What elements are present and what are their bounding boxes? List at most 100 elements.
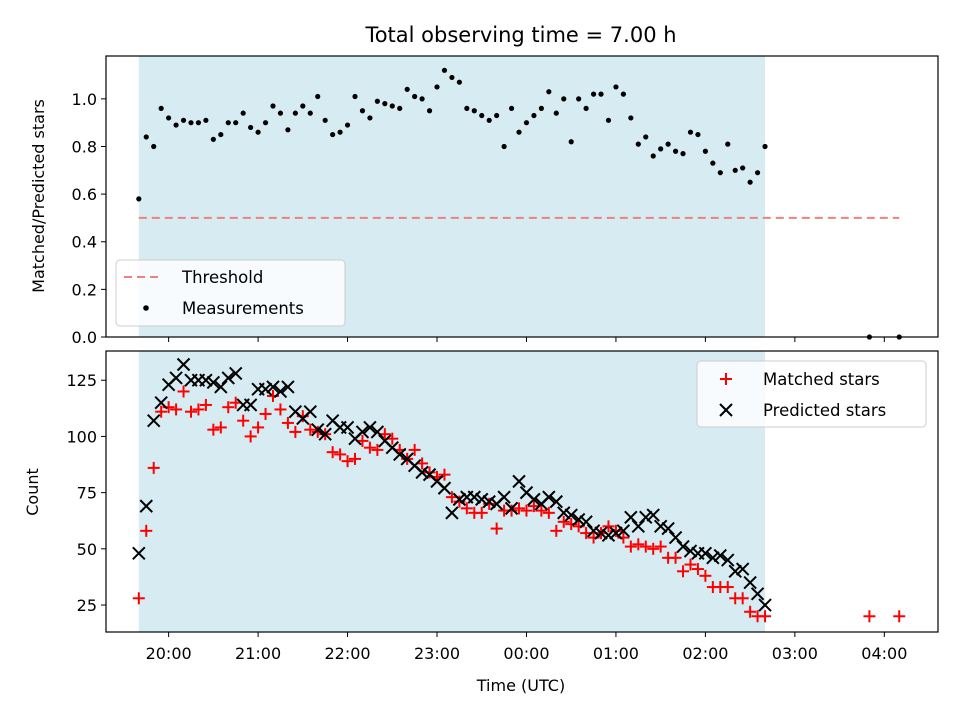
matched-star-point — [759, 610, 772, 623]
measurement-point — [367, 115, 373, 121]
matched-star-point — [460, 502, 473, 515]
measurement-point — [456, 79, 462, 85]
predicted-star-point — [661, 521, 675, 536]
bottom-y-tick-label: 125 — [66, 371, 97, 390]
matched-star-point — [259, 407, 272, 420]
top-legend-box — [115, 259, 346, 327]
measurement-point — [635, 141, 641, 147]
predicted-star-point — [631, 519, 646, 534]
predicted-star-point — [482, 494, 496, 509]
legend-matched-label: Matched stars — [763, 370, 880, 389]
matched-star-point — [542, 506, 555, 519]
measurement-point — [359, 108, 366, 114]
measurement-point — [658, 146, 664, 152]
matched-star-point — [624, 540, 637, 553]
x-tick-label: 23:00 — [414, 644, 460, 663]
measurement-point — [471, 108, 477, 114]
measurement-point — [561, 96, 567, 102]
predicted-star-point — [549, 494, 564, 509]
matched-star-point — [349, 452, 362, 465]
matched-star-point — [684, 558, 697, 571]
predicted-star-point — [616, 524, 631, 538]
matched-star-point — [132, 592, 145, 605]
matched-star-point — [274, 403, 287, 416]
measurement-point — [449, 74, 455, 81]
predicted-star-point — [370, 425, 385, 439]
measurement-point — [762, 143, 768, 150]
predicted-star-point — [132, 546, 146, 561]
top-y-tick-label: 0.8 — [72, 137, 97, 156]
bottom-legend: Matched stars Predicted stars — [696, 360, 927, 428]
measurement-point — [508, 105, 515, 111]
top-panel-frame — [105, 55, 939, 338]
measurement-point — [665, 141, 671, 147]
predicted-star-point — [706, 551, 720, 565]
measurement-point — [725, 141, 731, 147]
measurement-point — [285, 127, 291, 133]
predicted-star-point — [266, 380, 280, 394]
predicted-star-point — [452, 492, 467, 507]
bottom-panel-frame — [105, 350, 939, 633]
predicted-star-point — [169, 371, 183, 385]
predicted-star-point — [303, 404, 317, 419]
measurement-point — [255, 129, 261, 135]
matched-star-point — [475, 506, 488, 519]
predicted-star-point — [355, 425, 370, 439]
measurement-point — [151, 143, 157, 150]
measurement-point — [576, 96, 582, 102]
matched-star-point — [371, 443, 384, 456]
measurement-point — [330, 131, 336, 138]
measurement-point — [628, 115, 634, 121]
measurement-point — [680, 151, 686, 157]
predicted-star-point — [154, 395, 168, 410]
matched-star-point — [736, 592, 749, 605]
measurement-point — [590, 91, 597, 97]
measurement-point — [434, 84, 440, 90]
predicted-star-point — [497, 490, 511, 504]
measurement-point — [672, 148, 679, 154]
top-y-tick-label: 0.2 — [72, 280, 97, 299]
predicted-star-point — [750, 587, 765, 601]
matched-star-point — [363, 441, 376, 454]
predicted-star-point — [735, 562, 750, 576]
matched-star-point — [334, 448, 347, 461]
predicted-star-point — [475, 492, 489, 507]
measurement-point — [315, 93, 321, 100]
measurement-point — [605, 117, 612, 123]
bottom-x-axis: 20:00 21:00 22:00 23:00 00:00 01:00 02:00 03:00… — [146, 632, 907, 663]
matched-star-point — [222, 401, 235, 414]
predicted-star-point — [243, 398, 258, 412]
predicted-star-point — [527, 492, 541, 507]
matched-star-point — [647, 542, 660, 555]
measurement-point — [419, 96, 425, 102]
matched-star-point — [326, 446, 339, 459]
predicted-stars-points — [132, 357, 772, 612]
matched-star-point — [699, 569, 712, 582]
measurement-point — [754, 170, 761, 176]
top-legend: Threshold Measurements — [115, 259, 346, 327]
matched-star-point — [632, 538, 645, 551]
measurement-point — [180, 117, 187, 123]
predicted-star-point — [258, 382, 273, 396]
matched-star-point — [177, 385, 190, 398]
legend-predicted-swatch — [719, 403, 733, 417]
matched-star-point — [513, 502, 526, 515]
measurement-point — [195, 120, 202, 126]
predicted-star-point — [542, 490, 556, 504]
measurement-point — [516, 129, 522, 135]
measurement-point — [598, 91, 604, 97]
measurement-points — [136, 67, 902, 340]
measurement-point — [404, 86, 410, 92]
top-y-tick-label: 1.0 — [72, 90, 97, 109]
matched-star-point — [237, 414, 250, 427]
bottom-y-label: Count — [23, 468, 42, 516]
measurement-point — [568, 139, 574, 145]
measurement-point — [710, 160, 716, 166]
predicted-star-point — [653, 519, 668, 534]
matched-star-point — [214, 421, 227, 434]
predicted-star-point — [557, 506, 571, 520]
measurement-point — [382, 101, 388, 107]
matched-star-point — [639, 540, 652, 553]
matched-star-point — [289, 425, 302, 438]
matched-star-point — [721, 581, 734, 594]
